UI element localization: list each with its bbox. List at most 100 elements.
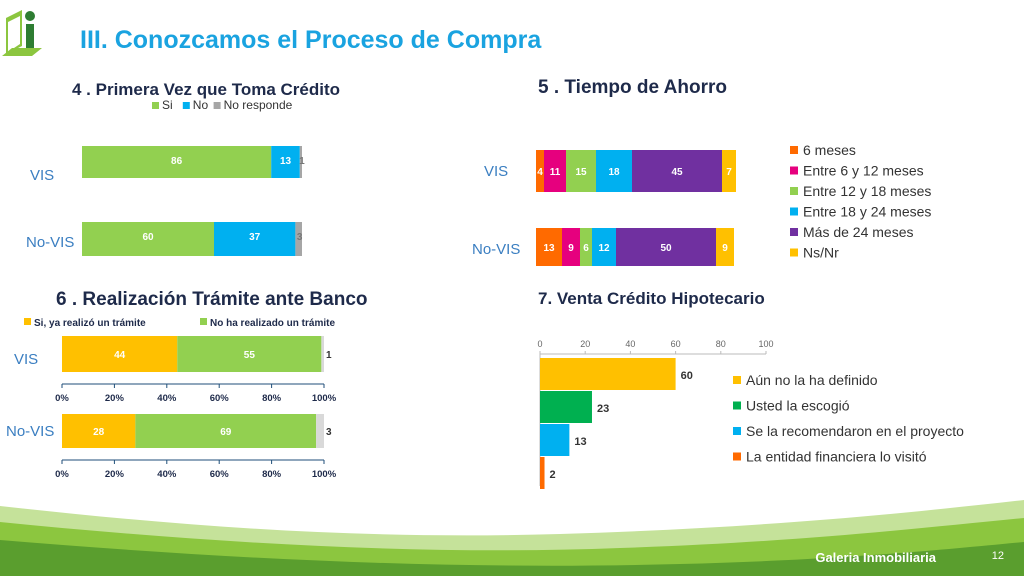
category-label: No-VIS: [472, 241, 520, 258]
x-tick-label: 40%: [157, 393, 177, 404]
legend-label: No: [193, 98, 209, 112]
data-label: 55: [244, 350, 256, 361]
category-label: VIS: [30, 167, 54, 184]
data-label: 28: [93, 427, 105, 438]
legend-swatch: [24, 318, 31, 325]
data-label: 2: [550, 469, 556, 481]
category-label: VIS: [14, 351, 38, 368]
legend-label: Se la recomendaron en el proyecto: [746, 423, 964, 439]
footer-band: [0, 500, 1024, 576]
data-label: 7: [726, 167, 732, 178]
data-label: 6: [583, 243, 589, 254]
x-tick-label: 80: [716, 339, 726, 349]
data-label: 11: [550, 167, 561, 178]
x-tick-label: 60%: [210, 393, 230, 404]
x-tick-label: 60: [671, 339, 681, 349]
bar-segment: [271, 146, 300, 178]
legend-swatch: [733, 427, 741, 435]
data-label: 50: [660, 243, 672, 254]
data-label: 45: [671, 167, 683, 178]
bar-segment: [62, 336, 178, 372]
bar-segment: [316, 414, 324, 448]
legend-swatch: [790, 248, 798, 257]
bar-segment: [722, 150, 736, 192]
legend-label: Si: [162, 98, 173, 112]
bar-segment: [299, 146, 302, 178]
bar-segment: [295, 222, 302, 256]
bar-segment: [544, 150, 566, 192]
data-label: 15: [575, 167, 587, 178]
x-tick-label: 40: [625, 339, 635, 349]
x-tick-label: 80%: [262, 469, 282, 480]
legend-label: Entre 12 y 18 meses: [803, 183, 931, 199]
chart-title-bank-procedure: 6 . Realización Trámite ante Banco: [56, 289, 368, 310]
x-tick-label: 60%: [210, 469, 230, 480]
chart-saving-time: VIS 4 11 15 18 45 7No-VIS 13 9 6 12 50 96 mesesEntre…: [472, 142, 931, 266]
data-label: 9: [568, 243, 574, 254]
bar-usted-la-escogio: [540, 391, 592, 423]
data-label: 69: [220, 427, 232, 438]
legend-label: Aún no la ha definido: [746, 372, 878, 388]
data-label: 60: [142, 232, 154, 243]
data-label: 4: [537, 167, 543, 178]
category-label: VIS: [484, 163, 508, 180]
bar-segment: [82, 146, 272, 178]
bar-segment: [566, 150, 596, 192]
data-label: 23: [597, 403, 609, 415]
bar-segment: [82, 222, 214, 256]
bar-segment: [616, 228, 716, 266]
bar-segment: [536, 150, 544, 192]
legend-label: La entidad financiera lo visitó: [746, 449, 927, 465]
data-label: 1: [326, 350, 332, 361]
bar-segment: [214, 222, 296, 256]
legend-label: 6 meses: [803, 142, 856, 158]
legend-swatch: [790, 187, 798, 195]
legend-label: Entre 18 y 24 meses: [803, 204, 931, 220]
data-label: 13: [280, 156, 292, 167]
category-label: No-VIS: [6, 423, 54, 440]
legend-swatch: [152, 102, 159, 109]
data-label: 18: [608, 167, 620, 178]
chart-credit-first-time: Si No No responde VIS 86 13 1 No-VIS 60 37 3: [26, 98, 305, 256]
data-label: 86: [171, 156, 183, 167]
x-tick-label: 100%: [312, 393, 337, 404]
legend-label: Si, ya realizó un trámite: [34, 318, 146, 329]
legend-swatch: [733, 376, 741, 384]
legend-label: No ha realizado un trámite: [210, 318, 335, 329]
legend-label: No responde: [224, 98, 293, 112]
legend-swatch: [200, 318, 207, 325]
bar-se-la-recomendaron-en-el-proyecto: [540, 424, 570, 456]
bar-aun-no-la-ha-definido: [540, 358, 676, 390]
bar-segment: [321, 336, 324, 372]
bar-la-entidad-financiera-lo-visito: [540, 457, 545, 489]
bar-segment: [62, 414, 136, 448]
x-tick-label: 0%: [55, 393, 69, 404]
legend-label: Más de 24 meses: [803, 224, 914, 240]
chart-title-saving-time: 5 . Tiempo de Ahorro: [538, 77, 727, 98]
data-label: 1: [299, 156, 305, 167]
bar-segment: [596, 150, 632, 192]
x-tick-label: 0%: [55, 469, 69, 480]
x-tick-label: 40%: [157, 469, 177, 480]
legend-swatch: [790, 228, 798, 236]
bar-segment: [716, 228, 734, 266]
chart-mortgage-sale: 0 20 40 60 80 100 60 23 13 2 Aún no la ha definido…: [537, 339, 964, 489]
legend-swatch: [790, 146, 798, 154]
category-label: No-VIS: [26, 234, 74, 251]
data-label: 37: [249, 232, 261, 243]
data-label: 44: [114, 350, 126, 361]
bar-segment: [632, 150, 722, 192]
legend-swatch: [790, 166, 798, 175]
chart-title-credit-first-time: 4 . Primera Vez que Toma Crédito: [72, 80, 340, 99]
legend-label: Entre 6 y 12 meses: [803, 163, 924, 179]
bar-segment: [536, 228, 562, 266]
legend-swatch: [733, 401, 741, 410]
x-tick-label: 80%: [262, 393, 282, 404]
x-tick-label: 0: [537, 339, 542, 349]
data-label: 3: [297, 232, 303, 243]
data-label: 3: [326, 427, 332, 438]
legend-label: Ns/Nr: [803, 245, 839, 261]
legend-label: Usted la escogió: [746, 398, 850, 414]
legend-swatch: [213, 102, 221, 109]
legend-swatch: [790, 207, 798, 216]
